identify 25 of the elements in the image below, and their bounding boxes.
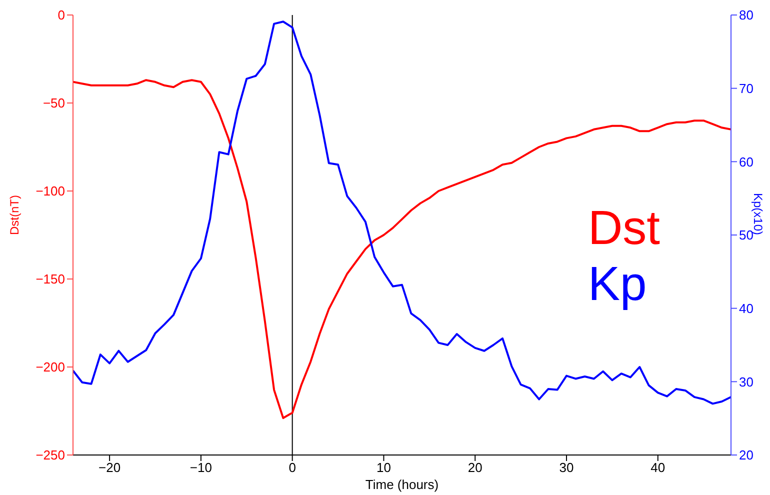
y-tick-label: −50 (42, 96, 65, 111)
x-tick-label: 40 (650, 460, 666, 476)
x-tick-label: 0 (288, 460, 296, 476)
y-tick-label: −100 (36, 184, 65, 199)
x-tick-label: 30 (559, 460, 574, 476)
y-axis-title: Dst(nT) (7, 195, 22, 235)
x-axis-title: Time (hours) (365, 477, 439, 492)
y2-tick-label: 70 (739, 80, 754, 96)
y2-tick-label: 80 (739, 8, 754, 23)
y2-tick-label: 20 (739, 448, 754, 463)
y2-tick-label: 30 (739, 374, 754, 390)
x-tick-label: −10 (190, 460, 212, 476)
y-tick-label: −150 (36, 272, 65, 287)
y-tick-label: −250 (36, 448, 65, 463)
x-tick-label: 10 (376, 460, 391, 476)
y2-tick-label: 40 (739, 300, 754, 316)
y2-tick-label: 60 (739, 154, 754, 170)
series-label: Dst (588, 201, 660, 257)
y2-axis-title: Kp(x10) (750, 192, 765, 235)
y-tick-label: 0 (58, 8, 65, 23)
series-label: Kp (588, 257, 648, 313)
x-tick-label: −20 (98, 460, 121, 476)
y2-tick-label: 50 (739, 228, 754, 243)
x-tick-label: 20 (468, 460, 482, 476)
y-tick-label: −200 (36, 360, 65, 375)
